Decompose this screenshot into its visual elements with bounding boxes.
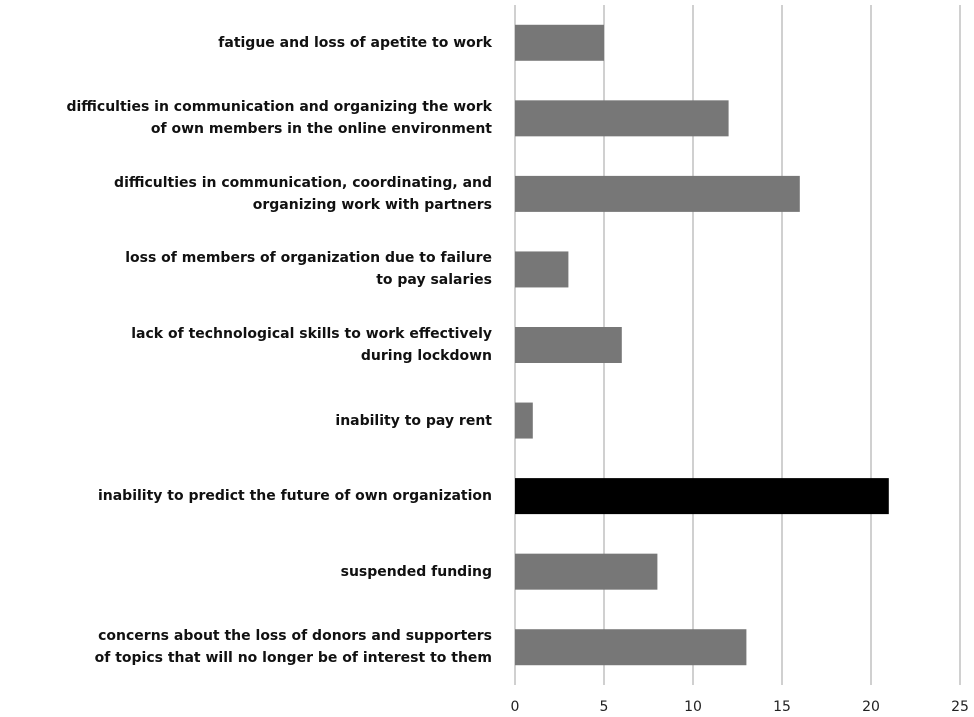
y-tick-label: loss of members of organization due to f… [125, 250, 492, 289]
bar [515, 175, 800, 212]
x-tick-label: 5 [600, 699, 609, 715]
x-tick-label: 15 [773, 699, 791, 715]
y-tick-label: inability to pay rent [335, 412, 492, 429]
bar [515, 478, 889, 515]
y-tick-label: inability to predict the future of own o… [97, 488, 492, 505]
bar [515, 251, 569, 288]
x-tick-label: 10 [684, 699, 702, 715]
bar [515, 402, 533, 439]
y-tick-label: lack of technological skills to work eff… [131, 326, 492, 364]
x-tick-label: 25 [951, 699, 969, 715]
y-tick-label: fatigue and loss of apetite to work [218, 34, 492, 51]
y-tick-label: suspended funding [340, 563, 492, 580]
bar [515, 327, 622, 363]
bar [515, 100, 729, 137]
y-tick-label: concerns about the loss of donors and su… [94, 628, 492, 667]
x-tick-label: 20 [862, 699, 880, 715]
bar [515, 553, 658, 590]
y-tick-label: difficulties in communication and organi… [66, 99, 492, 138]
bar [515, 24, 604, 61]
bar [515, 629, 747, 666]
x-tick-label: 0 [511, 699, 520, 715]
y-tick-label: difficulties in communication, coordinat… [114, 174, 492, 213]
